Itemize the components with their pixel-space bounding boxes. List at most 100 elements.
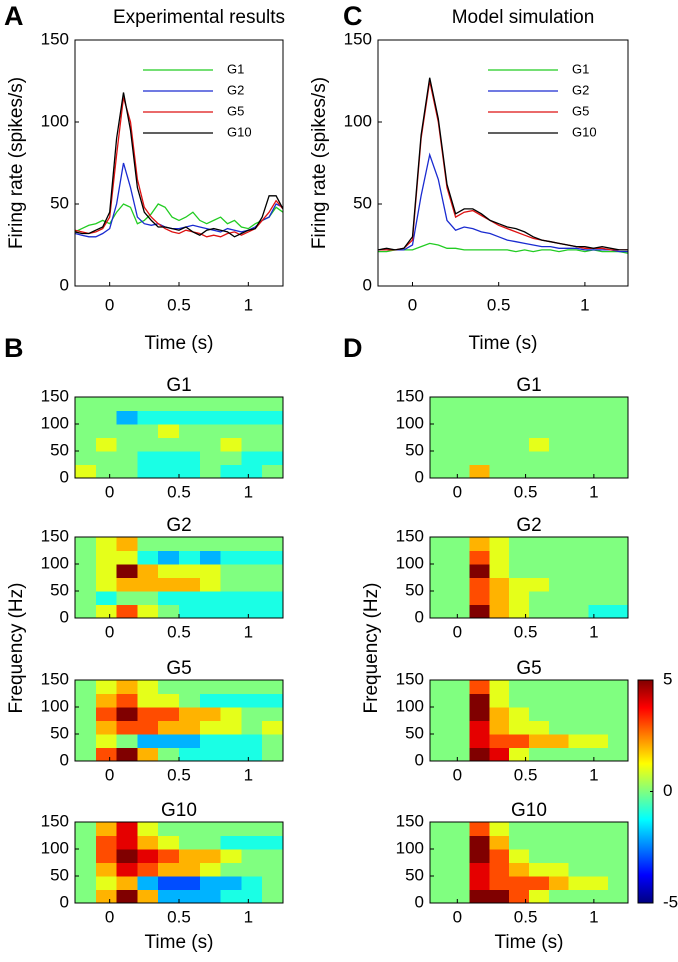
heatmap-cell (588, 550, 609, 565)
heatmap-cell (199, 835, 222, 850)
heatmap-cell (241, 537, 263, 551)
axes-box (429, 396, 629, 479)
heatmap-cell (241, 410, 263, 425)
heatmap-cell (608, 849, 629, 863)
heatmap-cell (568, 577, 589, 592)
heatmap-cell (179, 564, 201, 578)
y-tick-label: 50 (353, 193, 372, 212)
heatmap-cell (568, 451, 589, 465)
heatmap-cell (430, 591, 451, 605)
heatmap-cell (430, 397, 451, 411)
heatmap-cell (95, 424, 118, 438)
heatmap-cell (262, 424, 284, 438)
heatmap-cell (158, 397, 180, 411)
heatmap-cell (568, 862, 589, 877)
axes-box (429, 679, 629, 762)
heatmap-cell (95, 693, 118, 708)
heatmap-cell (568, 876, 589, 890)
heatmap-cell (449, 464, 471, 479)
heatmap-cell (220, 604, 242, 619)
heatmap-cell (158, 889, 180, 904)
heatmap-cell (588, 680, 609, 694)
x-tick-label: 0 (453, 907, 462, 926)
heatmap-cell (430, 464, 451, 479)
heatmap-cell (509, 410, 530, 425)
heatmap-cell (137, 747, 159, 762)
heatmap-cell (95, 550, 118, 565)
heatmap-cell (568, 564, 589, 578)
heatmap-cell (529, 835, 550, 850)
heatmap-cell (262, 604, 284, 619)
heatmap-cell (137, 437, 159, 452)
heatmap-cell (548, 720, 570, 735)
heatmap-cell (262, 451, 284, 465)
y-tick-label: 150 (41, 526, 69, 545)
heatmap-cell (608, 550, 629, 565)
heatmap-cell (241, 734, 263, 748)
heatmap-cell (116, 537, 138, 551)
heatmap-cell (548, 747, 570, 762)
heatmap-cell (489, 550, 510, 565)
heatmap-cell (568, 822, 589, 836)
heatmap-cell (489, 564, 510, 578)
heatmap-cell (588, 693, 609, 708)
heatmap-cell (158, 876, 180, 890)
heatmap-cell (179, 734, 201, 748)
heatmap-cell (430, 707, 451, 721)
x-tick-label: 0.5 (514, 482, 538, 501)
heatmap-cell (529, 734, 550, 748)
heatmap-cell (469, 437, 490, 452)
heatmap-cell (430, 410, 451, 425)
panel-letter: C (343, 1, 363, 31)
heatmap-cell (588, 410, 609, 425)
heatmap-cell (449, 437, 471, 452)
heatmap-cell (509, 537, 530, 551)
y-tick-label: 100 (41, 413, 69, 432)
heatmap-cell (179, 693, 201, 708)
y-tick-label: 50 (50, 193, 69, 212)
heatmap-cell (489, 889, 510, 904)
x-tick-label: 1 (580, 295, 589, 314)
heatmap-cell (430, 437, 451, 452)
heatmap-cell (529, 591, 550, 605)
heatmap-cell (449, 604, 471, 619)
x-axis-label: Time (s) (495, 932, 564, 953)
heatmap-cell (75, 451, 97, 465)
heatmap-cell (158, 424, 180, 438)
heatmap-cell (241, 550, 263, 565)
heatmap-cell (489, 747, 510, 762)
heatmap-cell (509, 424, 530, 438)
heatmap-cell (529, 410, 550, 425)
heatmap-cell (199, 604, 222, 619)
heatmap-cell (241, 889, 263, 904)
heatmap-cell (95, 707, 118, 721)
heatmap-cell (179, 747, 201, 762)
heatmap-cell (179, 464, 201, 479)
heatmap-cell (179, 680, 201, 694)
y-tick-label: 0 (363, 275, 372, 294)
heatmap-cell (509, 577, 530, 592)
heatmap-cell (608, 734, 629, 748)
heatmap-cell (548, 849, 570, 863)
heatmap-cell (469, 604, 490, 619)
heatmap-cell (199, 707, 222, 721)
y-tick-label: 100 (396, 696, 424, 715)
heatmap-cell (199, 451, 222, 465)
x-tick-label: 0 (105, 907, 114, 926)
heatmap-cell (262, 537, 284, 551)
heatmap-cell (116, 591, 138, 605)
heatmap-cell (179, 720, 201, 735)
y-tick-label: 0 (60, 467, 69, 486)
heatmap-cell (449, 862, 471, 877)
heatmap-title: G1 (166, 375, 191, 396)
heatmap-cell (95, 747, 118, 762)
y-tick-label: 100 (396, 838, 424, 857)
x-tick-label: 0.5 (514, 622, 538, 641)
heatmap-cell (529, 822, 550, 836)
y-axis-label: Frequency (Hz) (6, 583, 27, 714)
x-tick-label: 0.5 (167, 482, 191, 501)
heatmap-cell (95, 822, 118, 836)
y-tick-label: 0 (60, 892, 69, 911)
heatmap-cell (158, 437, 180, 452)
heatmap-cell (158, 550, 180, 565)
